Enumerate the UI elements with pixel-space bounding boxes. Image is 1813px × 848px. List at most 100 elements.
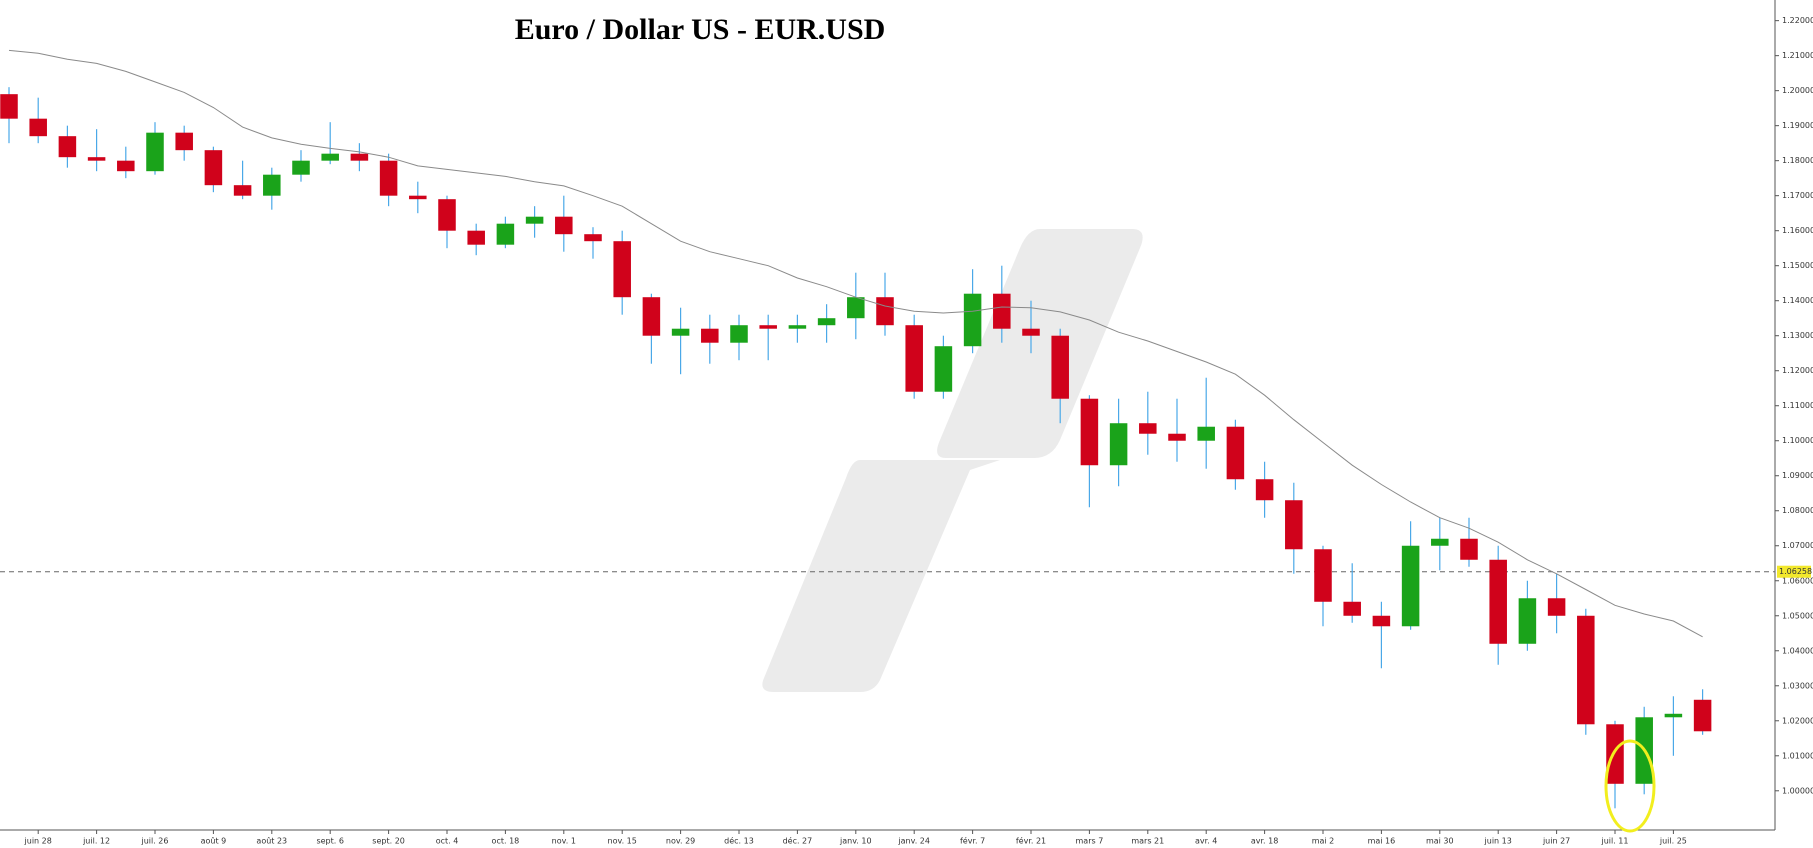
candle-body bbox=[58, 136, 77, 158]
x-tick-label: juil. 11 bbox=[1600, 837, 1628, 846]
candle-body bbox=[642, 297, 661, 336]
x-tick-label: sept. 6 bbox=[316, 837, 343, 846]
x-tick-label: avr. 4 bbox=[1195, 837, 1217, 846]
x-tick-label: janv. 24 bbox=[897, 837, 930, 846]
chart-title: Euro / Dollar US - EUR.USD bbox=[515, 13, 886, 46]
y-tick-label: 1.02000 bbox=[1782, 716, 1813, 725]
x-tick-label: mai 30 bbox=[1426, 837, 1454, 846]
candle-body bbox=[467, 230, 485, 245]
y-tick-label: 1.21000 bbox=[1782, 51, 1813, 60]
candle-body bbox=[788, 325, 807, 329]
x-tick-label: janv. 10 bbox=[839, 837, 872, 846]
x-tick-label: déc. 13 bbox=[724, 836, 754, 846]
candle-body bbox=[817, 318, 836, 326]
x-tick-label: févr. 7 bbox=[960, 836, 985, 846]
x-tick-label: oct. 18 bbox=[492, 837, 520, 846]
candle-body bbox=[905, 325, 923, 392]
x-tick-label: mai 2 bbox=[1312, 837, 1335, 846]
candle-body bbox=[1139, 423, 1157, 434]
x-tick-label: août 9 bbox=[201, 837, 227, 846]
candle-body bbox=[379, 160, 398, 196]
x-tick-label: juin 13 bbox=[1484, 837, 1512, 846]
highlight-ellipse bbox=[1604, 739, 1656, 833]
candle-body bbox=[1022, 328, 1040, 336]
candle-body bbox=[1489, 559, 1507, 644]
candle-body bbox=[175, 132, 193, 151]
y-tick-label: 1.18000 bbox=[1782, 156, 1813, 165]
y-tick-label: 1.04000 bbox=[1782, 646, 1813, 655]
x-tick-label: déc. 27 bbox=[783, 836, 813, 846]
moving-average bbox=[8, 49, 1703, 638]
x-tick-label: nov. 15 bbox=[608, 837, 637, 846]
candle-body bbox=[1401, 545, 1420, 627]
x-tick-label: août 23 bbox=[256, 837, 287, 846]
x-tick-label: mai 16 bbox=[1368, 837, 1396, 846]
candle-body bbox=[263, 174, 281, 196]
candle-body bbox=[1606, 724, 1624, 784]
y-tick-label: 1.14000 bbox=[1782, 296, 1813, 305]
candle-body bbox=[321, 153, 339, 161]
candle-body bbox=[1431, 538, 1449, 546]
x-tick-label: juil. 26 bbox=[140, 837, 168, 846]
candle-body bbox=[555, 216, 573, 235]
candle-body bbox=[847, 297, 865, 319]
candle-body bbox=[759, 325, 777, 329]
x-tick-label: juin 27 bbox=[1542, 837, 1570, 846]
candle-body bbox=[350, 153, 369, 161]
x-tick-label: juin 28 bbox=[24, 837, 52, 846]
y-tick-label: 1.10000 bbox=[1782, 436, 1813, 445]
y-tick-label: 1.07000 bbox=[1782, 541, 1813, 550]
candle-body bbox=[1080, 398, 1099, 466]
candle-body bbox=[1460, 538, 1478, 560]
candle-body bbox=[1314, 549, 1332, 602]
y-tick-label: 1.00000 bbox=[1782, 786, 1813, 795]
candle-body bbox=[1343, 601, 1361, 616]
x-tick-label: oct. 4 bbox=[436, 837, 459, 846]
x-tick-label: mars 7 bbox=[1076, 837, 1104, 846]
candle-body bbox=[87, 157, 106, 161]
y-tick-label: 1.22000 bbox=[1782, 16, 1813, 25]
candle-body bbox=[1255, 479, 1274, 501]
watermark-top bbox=[937, 229, 1143, 458]
candle-body bbox=[1518, 598, 1537, 644]
x-tick-label: nov. 1 bbox=[552, 837, 576, 846]
candle-body bbox=[730, 325, 748, 343]
x-tick-label: juil. 12 bbox=[82, 837, 110, 846]
y-tick-label: 1.05000 bbox=[1782, 611, 1813, 620]
watermark-bottom bbox=[762, 460, 1000, 692]
candle-body bbox=[233, 185, 252, 196]
last-price-box bbox=[1777, 565, 1811, 578]
x-tick-label: avr. 18 bbox=[1251, 837, 1278, 846]
y-tick-label: 1.12000 bbox=[1782, 366, 1813, 375]
x-tick-label: sept. 20 bbox=[372, 837, 405, 846]
candle-body bbox=[934, 346, 953, 392]
watermark bbox=[762, 229, 1143, 692]
x-tick-label: nov. 29 bbox=[666, 837, 695, 846]
candle-body bbox=[1109, 423, 1128, 466]
candle-body bbox=[525, 216, 544, 224]
candle-body bbox=[117, 160, 135, 172]
x-tick-label: mars 21 bbox=[1131, 837, 1164, 846]
candle-body bbox=[29, 118, 47, 137]
candle-body bbox=[1547, 598, 1566, 616]
y-tick-label: 1.16000 bbox=[1782, 226, 1813, 235]
x-tick-label: févr. 21 bbox=[1016, 836, 1046, 846]
candle-body bbox=[1168, 433, 1186, 441]
y-tick-label: 1.20000 bbox=[1782, 86, 1813, 95]
candle-body bbox=[1051, 335, 1069, 399]
candle-body bbox=[963, 293, 982, 347]
x-tick-label: juil. 25 bbox=[1659, 837, 1687, 846]
y-tick-label: 1.19000 bbox=[1782, 121, 1813, 130]
last-price-label: 1.06258 bbox=[1779, 567, 1812, 576]
candle-body bbox=[1197, 426, 1215, 441]
candle-body bbox=[584, 234, 602, 242]
candle-body bbox=[0, 94, 18, 119]
y-tick-label: 1.15000 bbox=[1782, 261, 1813, 270]
candle-body bbox=[1577, 615, 1595, 725]
candle-body bbox=[409, 195, 427, 200]
y-tick-label: 1.06000 bbox=[1782, 576, 1813, 585]
y-tick-label: 1.13000 bbox=[1782, 331, 1813, 340]
candle-body bbox=[438, 199, 456, 231]
y-tick-label: 1.03000 bbox=[1782, 681, 1813, 690]
